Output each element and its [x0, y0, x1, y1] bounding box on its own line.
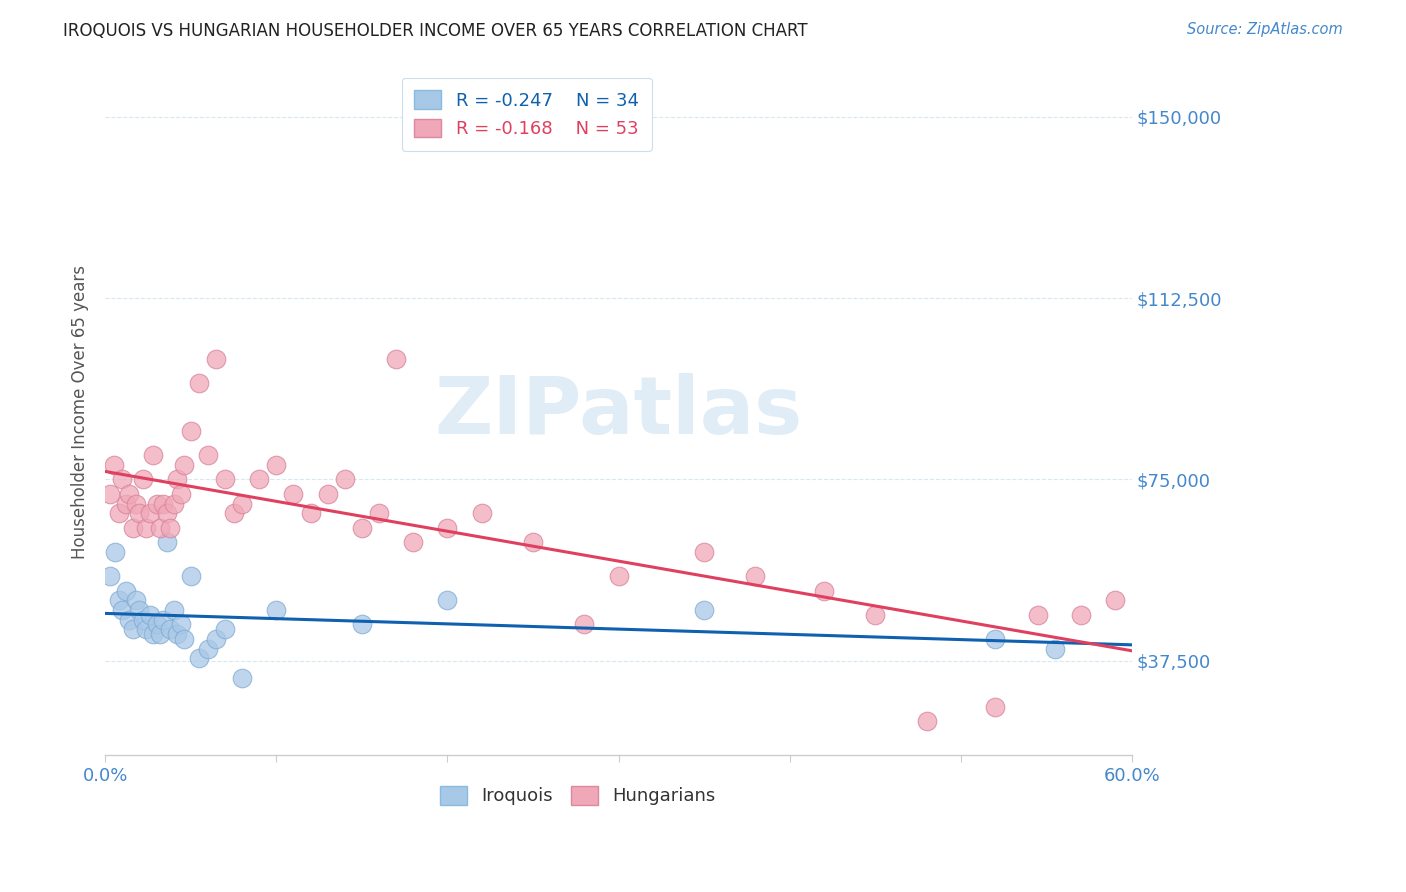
Point	[205, 351, 228, 366]
Point	[350, 617, 373, 632]
Point	[368, 506, 391, 520]
Point	[166, 472, 188, 486]
Point	[145, 497, 167, 511]
Point	[125, 497, 148, 511]
Point	[152, 613, 174, 627]
Point	[98, 487, 121, 501]
Point	[205, 632, 228, 646]
Point	[159, 521, 181, 535]
Point	[169, 487, 191, 501]
Point	[266, 603, 288, 617]
Point	[108, 506, 131, 520]
Point	[104, 545, 127, 559]
Point	[247, 472, 270, 486]
Point	[402, 535, 425, 549]
Point	[108, 593, 131, 607]
Point	[156, 535, 179, 549]
Point	[103, 458, 125, 472]
Point	[114, 497, 136, 511]
Point	[98, 569, 121, 583]
Point	[128, 603, 150, 617]
Point	[135, 521, 157, 535]
Point	[471, 506, 494, 520]
Point	[693, 545, 716, 559]
Point	[865, 607, 887, 622]
Point	[180, 569, 202, 583]
Point	[350, 521, 373, 535]
Point	[188, 651, 211, 665]
Point	[121, 521, 143, 535]
Point	[149, 521, 172, 535]
Point	[173, 632, 195, 646]
Y-axis label: Householder Income Over 65 years: Householder Income Over 65 years	[72, 265, 89, 558]
Point	[333, 472, 356, 486]
Text: Source: ZipAtlas.com: Source: ZipAtlas.com	[1187, 22, 1343, 37]
Point	[188, 376, 211, 390]
Point	[693, 603, 716, 617]
Point	[142, 448, 165, 462]
Point	[138, 506, 160, 520]
Text: ZIPatlas: ZIPatlas	[434, 373, 803, 450]
Point	[138, 607, 160, 622]
Point	[152, 497, 174, 511]
Point	[1026, 607, 1049, 622]
Point	[118, 613, 141, 627]
Point	[163, 603, 186, 617]
Text: IROQUOIS VS HUNGARIAN HOUSEHOLDER INCOME OVER 65 YEARS CORRELATION CHART: IROQUOIS VS HUNGARIAN HOUSEHOLDER INCOME…	[63, 22, 808, 40]
Legend: Iroquois, Hungarians: Iroquois, Hungarians	[430, 777, 724, 814]
Point	[607, 569, 630, 583]
Point	[214, 622, 236, 636]
Point	[180, 424, 202, 438]
Point	[522, 535, 544, 549]
Point	[436, 521, 458, 535]
Point	[574, 617, 596, 632]
Point	[135, 622, 157, 636]
Point	[283, 487, 305, 501]
Point	[128, 506, 150, 520]
Point	[145, 617, 167, 632]
Point	[149, 627, 172, 641]
Point	[316, 487, 339, 501]
Point	[222, 506, 245, 520]
Point	[111, 603, 134, 617]
Point	[197, 448, 219, 462]
Point	[159, 622, 181, 636]
Point	[121, 622, 143, 636]
Point	[231, 671, 253, 685]
Point	[132, 472, 155, 486]
Point	[266, 458, 288, 472]
Point	[385, 351, 408, 366]
Point	[1070, 607, 1092, 622]
Point	[111, 472, 134, 486]
Point	[166, 627, 188, 641]
Point	[132, 613, 155, 627]
Point	[114, 583, 136, 598]
Point	[984, 632, 1007, 646]
Point	[915, 714, 938, 728]
Point	[1104, 593, 1126, 607]
Point	[169, 617, 191, 632]
Point	[156, 506, 179, 520]
Point	[231, 497, 253, 511]
Point	[163, 497, 186, 511]
Point	[197, 641, 219, 656]
Point	[436, 593, 458, 607]
Point	[125, 593, 148, 607]
Point	[744, 569, 766, 583]
Point	[214, 472, 236, 486]
Point	[173, 458, 195, 472]
Point	[118, 487, 141, 501]
Point	[142, 627, 165, 641]
Point	[1043, 641, 1066, 656]
Point	[813, 583, 835, 598]
Point	[984, 699, 1007, 714]
Point	[299, 506, 322, 520]
